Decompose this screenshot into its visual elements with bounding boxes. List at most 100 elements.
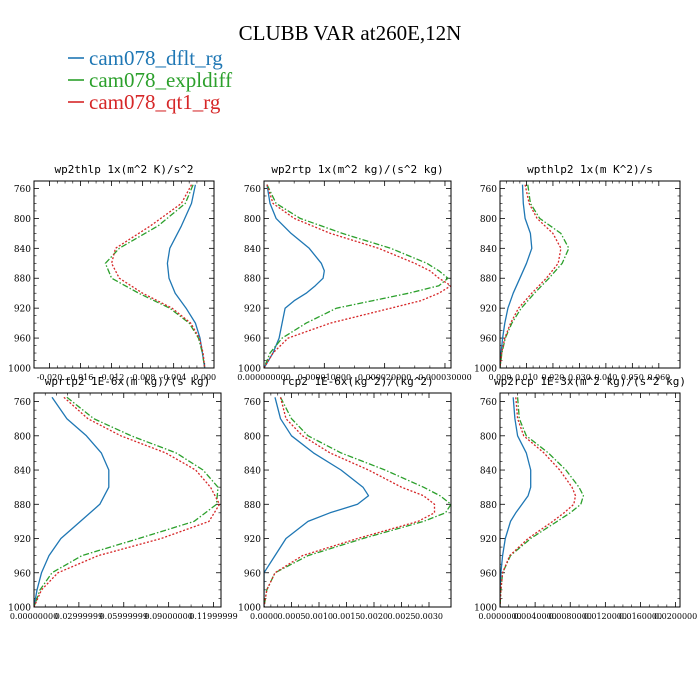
x-tick-label: -0.012 [99, 373, 125, 382]
panel-5: rcp2 1E-6x(kg^2)/(kg^2) 760 800 840 880 920 96… [238, 375, 452, 621]
y-tick-label: 1000 [238, 365, 261, 375]
y-tick-label: 760 [480, 398, 497, 408]
x-tick-label: 0.11999999 [189, 612, 237, 621]
series-line-cam078_dflt_rg [34, 396, 110, 607]
y-tick-label: 760 [244, 185, 261, 195]
series-line-cam078_expldiff [264, 397, 451, 607]
y-tick-label: 1000 [238, 604, 261, 614]
x-tick-label: 0.00000000 [10, 612, 58, 621]
legend-label-2: cam078_expldiff [89, 68, 232, 92]
series-line-cam078_expldiff [500, 397, 585, 607]
x-tick-label: 0.0120000 [584, 612, 627, 621]
y-tick-label: 920 [14, 305, 31, 315]
y-tick-label: 920 [480, 535, 497, 545]
y-tick-label: 840 [244, 245, 261, 255]
y-tick-label: 840 [14, 467, 31, 477]
series-line-cam078_qt1_rg [264, 397, 436, 607]
y-tick-label: 880 [244, 501, 261, 511]
series-line-cam078_dflt_rg [500, 184, 533, 368]
y-tick-label: 1000 [8, 604, 31, 614]
x-tick-label: -0.004 [161, 373, 187, 382]
panel-4-title: wprtp2 1E-6x(m kg)/(s kg) [45, 375, 211, 388]
x-tick-label: 0.0000000 [478, 612, 521, 621]
panel-6-frame [499, 392, 681, 608]
x-tick-label: -0.008 [130, 373, 156, 382]
legend: cam078_dflt_rgcam078_expldiffcam078_qt1_… [68, 46, 232, 114]
series-line-cam078_expldiff [264, 184, 449, 368]
y-tick-label: 920 [14, 535, 31, 545]
x-tick-label: 0.000020000 [358, 373, 411, 382]
y-tick-label: 840 [244, 467, 261, 477]
x-tick-label: 0.0160000 [619, 612, 662, 621]
panel-3-title: wpthlp2 1x(m K^2)/s [527, 163, 653, 176]
series-line-cam078_qt1_rg [500, 184, 562, 368]
panel-5-frame [263, 392, 452, 608]
x-tick-label: 0.05999999 [100, 612, 148, 621]
panel-4: wprtp2 1E-6x(m kg)/(s kg) 760 800 840 880 920… [8, 375, 238, 621]
y-tick-label: 960 [244, 335, 261, 345]
series-line-cam078_dflt_rg [264, 397, 370, 607]
y-tick-label: 760 [14, 398, 31, 408]
y-tick-label: 880 [14, 275, 31, 285]
panels: wp2thlp 1x(m^2 K)/s^2 760 800 840 880 920 960 1… [8, 163, 697, 621]
series-line-cam078_dflt_rg [500, 397, 532, 607]
x-tick-label: 0.000010000 [298, 373, 351, 382]
x-tick-label: 0.000 [489, 373, 512, 382]
panel-1-frame [33, 180, 215, 369]
legend-label-3: cam078_qt1_rg [89, 90, 221, 114]
y-tick-label: 960 [14, 335, 31, 345]
y-tick-label: 960 [480, 335, 497, 345]
series-line-cam078_expldiff [500, 184, 570, 368]
x-tick-label: 0.000 [193, 373, 216, 382]
x-tick-label: 0.0005 [278, 612, 306, 621]
y-tick-label: 880 [244, 275, 261, 285]
y-tick-label: 840 [480, 245, 497, 255]
panel-2-title: wp2rtp 1x(m^2 kg)/(s^2 kg) [271, 163, 443, 176]
legend-label-1: cam078_dflt_rg [89, 46, 223, 70]
x-tick-label: 0.010 [515, 373, 538, 382]
x-tick-label: 0.040 [594, 373, 617, 382]
y-tick-label: 800 [14, 432, 31, 442]
x-tick-label: 0.09000000 [144, 612, 192, 621]
x-tick-label: 0.0040000 [513, 612, 556, 621]
y-tick-label: 960 [14, 569, 31, 579]
x-tick-label: 0.000000000 [237, 373, 290, 382]
x-tick-label: 0.060 [647, 373, 670, 382]
x-tick-label: 0.02999999 [55, 612, 103, 621]
x-tick-label: -0.016 [68, 373, 94, 382]
series-line-cam078_dflt_rg [264, 184, 325, 368]
panel-6: wp2rcp 1E-3x(m^2 kg)/(s^2 kg) 760 800 840 88… [474, 375, 697, 621]
x-tick-label: 0.0020 [360, 612, 388, 621]
y-tick-label: 760 [14, 185, 31, 195]
y-tick-label: 800 [244, 432, 261, 442]
x-tick-label: 0.0030 [415, 612, 443, 621]
series-line-cam078_expldiff [104, 184, 206, 368]
panel-5-title: rcp2 1E-6x(kg^2)/(kg^2) [281, 375, 433, 388]
x-tick-label: 0.0025 [388, 612, 416, 621]
y-tick-label: 800 [480, 432, 497, 442]
y-tick-label: 960 [244, 569, 261, 579]
x-tick-label: 0.0000 [250, 612, 278, 621]
y-tick-label: 760 [480, 185, 497, 195]
y-tick-label: 920 [480, 305, 497, 315]
y-tick-label: 760 [244, 398, 261, 408]
series-line-cam078_qt1_rg [34, 396, 221, 607]
x-tick-label: 0.0010 [305, 612, 333, 621]
y-tick-label: 1000 [474, 365, 497, 375]
series-line-cam078_qt1_rg [264, 184, 451, 368]
y-tick-label: 840 [480, 467, 497, 477]
y-tick-label: 840 [14, 245, 31, 255]
y-tick-label: 920 [244, 305, 261, 315]
panel-3: wpthlp2 1x(m K^2)/s 760 800 840 880 920 960 100… [474, 163, 681, 382]
panel-4-frame [33, 392, 222, 608]
x-tick-label: 0.0080000 [549, 612, 592, 621]
y-tick-label: 800 [480, 215, 497, 225]
y-tick-label: 1000 [8, 365, 31, 375]
x-tick-label: 0.020 [541, 373, 564, 382]
x-tick-label: 0.0015 [333, 612, 361, 621]
x-tick-label: 0.050 [621, 373, 644, 382]
panel-6-title: wp2rcp 1E-3x(m^2 kg)/(s^2 kg) [494, 375, 686, 388]
panel-1: wp2thlp 1x(m^2 K)/s^2 760 800 840 880 920 960 1… [8, 163, 216, 382]
x-tick-label: 0.030 [568, 373, 591, 382]
